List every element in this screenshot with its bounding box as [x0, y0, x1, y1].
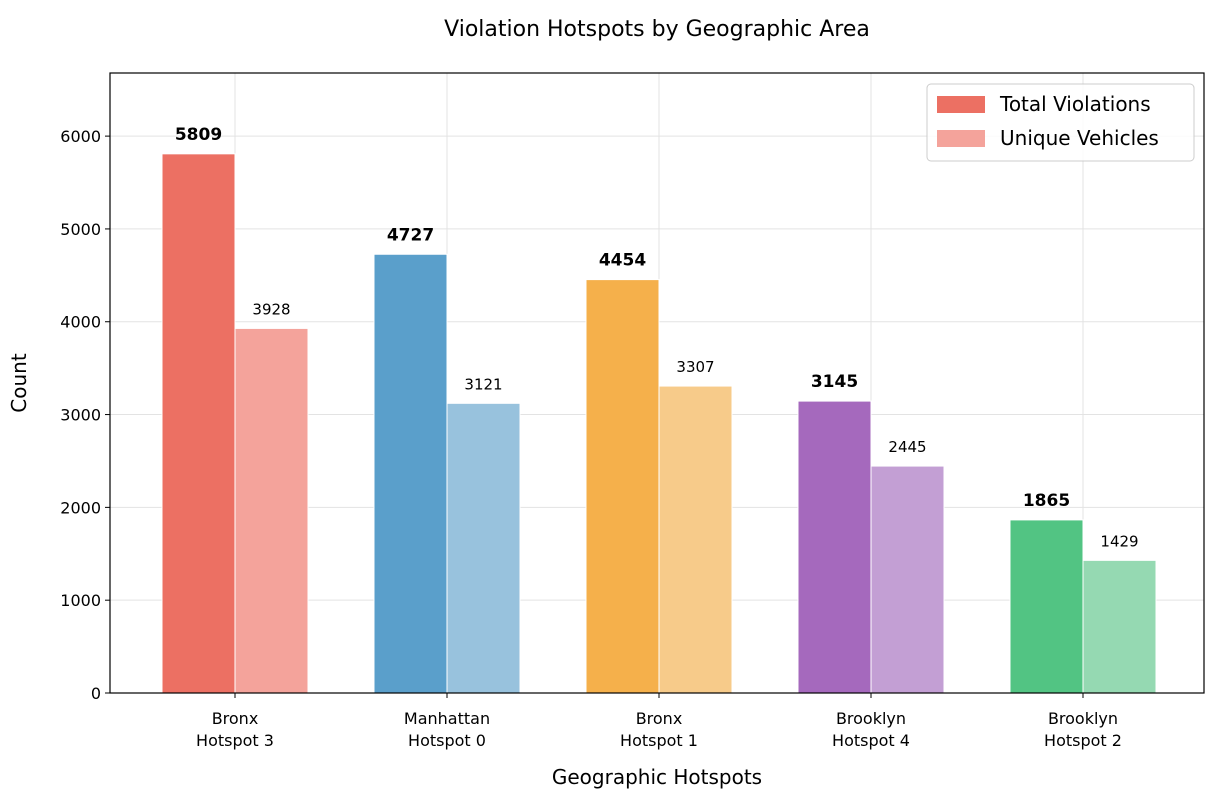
data-label: 4454: [599, 251, 646, 271]
data-label: 5809: [175, 125, 222, 145]
bar-total-violations: [161, 153, 236, 694]
chart-title: Violation Hotspots by Geographic Area: [444, 17, 870, 42]
data-label: 4727: [387, 225, 434, 245]
data-label: 1865: [1023, 491, 1070, 511]
data-label: 3145: [811, 372, 858, 392]
y-tick-label: 6000: [60, 127, 101, 146]
x-axis-label: Geographic Hotspots: [552, 765, 762, 789]
data-label: 1429: [1100, 532, 1138, 550]
bar-unique-vehicles: [446, 402, 521, 694]
x-tick-label: Hotspot 2: [1044, 731, 1122, 750]
bars: 5809 3928 4727 3121 4454 3307 3145 2445 1865 1429: [161, 125, 1157, 694]
bar-total-violations: [585, 279, 660, 694]
bar-unique-vehicles: [234, 327, 309, 694]
x-tick-label: Hotspot 1: [620, 731, 698, 750]
data-label: 3121: [464, 375, 502, 393]
legend-label: Total Violations: [999, 92, 1151, 116]
bar-total-violations: [373, 253, 448, 694]
data-label: 3307: [676, 358, 714, 376]
x-tick-label: Brooklyn: [1048, 709, 1118, 728]
x-tick-label: Brooklyn: [836, 709, 906, 728]
legend-swatch: [937, 130, 985, 147]
x-tick-label: Hotspot 3: [196, 731, 274, 750]
legend-label: Unique Vehicles: [1000, 126, 1159, 150]
x-tick-label: Hotspot 4: [832, 731, 910, 750]
bar-total-violations: [1009, 519, 1084, 694]
axes-frame: [109, 72, 1205, 694]
data-label: 3928: [252, 300, 290, 318]
legend: Total Violations Unique Vehicles: [926, 83, 1195, 162]
y-tick-label: 0: [91, 684, 101, 703]
y-tick-label: 5000: [60, 220, 101, 239]
y-tick-label: 2000: [60, 498, 101, 517]
y-tick-label: 3000: [60, 406, 101, 425]
bar-unique-vehicles: [870, 465, 945, 694]
bar-unique-vehicles: [1082, 559, 1157, 694]
data-label: 2445: [888, 438, 926, 456]
x-tick-label: Manhattan: [404, 709, 490, 728]
y-tick-label: 1000: [60, 591, 101, 610]
y-tick-label: 4000: [60, 313, 101, 332]
y-axis-label: Count: [7, 353, 31, 413]
bar-unique-vehicles: [658, 385, 733, 694]
legend-swatch: [937, 96, 985, 113]
bar-total-violations: [797, 400, 872, 694]
y-axis: 0 1000 2000 3000 4000 5000 6000: [60, 127, 110, 703]
x-axis: Bronx Hotspot 3 Manhattan Hotspot 0 Bronx Hot…: [196, 693, 1122, 750]
legend-frame: [926, 83, 1195, 162]
x-tick-label: Bronx: [636, 709, 683, 728]
x-tick-label: Hotspot 0: [408, 731, 486, 750]
x-tick-label: Bronx: [212, 709, 259, 728]
